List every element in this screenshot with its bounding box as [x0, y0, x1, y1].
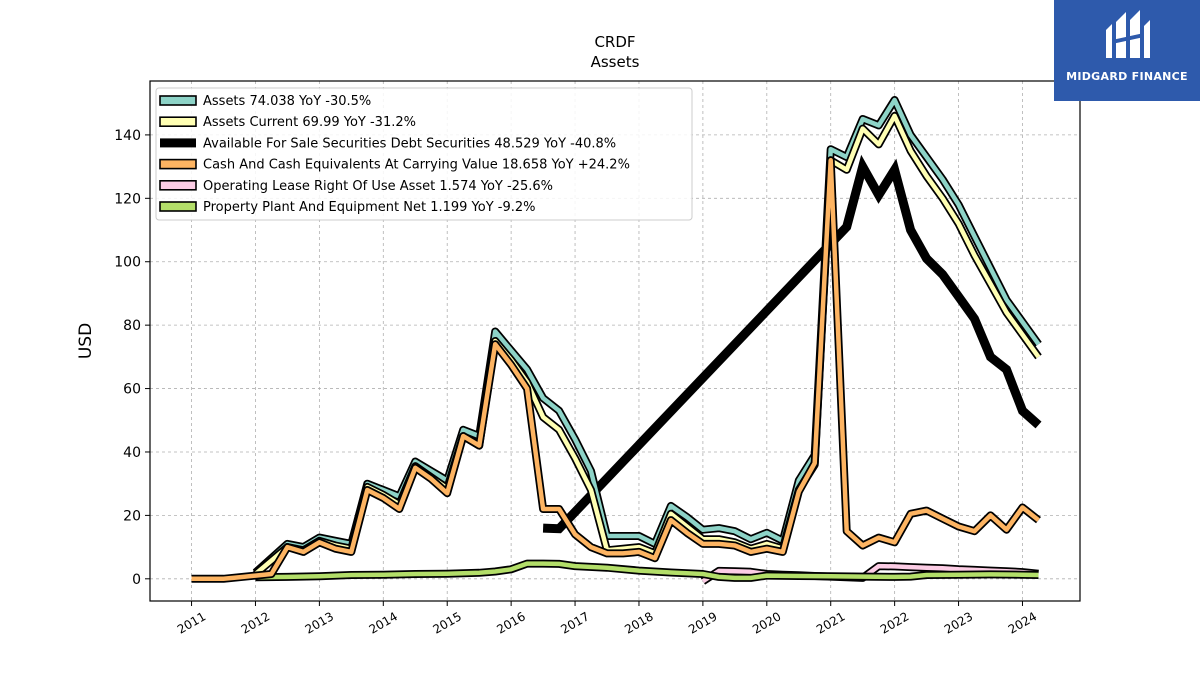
legend-swatch: [159, 158, 197, 170]
y-tick-label: 140: [114, 128, 141, 144]
legend-label: Assets 74.038 YoY -30.5%: [203, 94, 371, 109]
legend-label: Available For Sale Securities Debt Secur…: [203, 136, 616, 151]
x-tick-label: 2023: [942, 609, 975, 636]
legend-swatch: [159, 95, 197, 106]
brand-logo: MIDGARD FINANCE: [1054, 0, 1200, 101]
y-tick-label: 60: [123, 382, 141, 398]
midgard-logo-icon: [1106, 10, 1150, 58]
legend-swatch: [159, 180, 197, 191]
legend-label: Property Plant And Equipment Net 1.199 Y…: [203, 200, 536, 215]
x-tick-label: 2024: [1006, 609, 1039, 636]
series-layer: [191, 96, 1042, 585]
series-line: [542, 154, 1042, 534]
x-tick-label: 2015: [430, 609, 463, 636]
y-tick-label: 80: [123, 318, 141, 334]
legend-label: Operating Lease Right Of Use Asset 1.574…: [203, 179, 553, 194]
y-tick-label: 100: [114, 255, 141, 271]
series-line: [191, 158, 1040, 582]
legend-swatch: [159, 201, 197, 212]
chart-subtitle: Assets: [591, 53, 640, 71]
y-tick-label: 20: [123, 508, 141, 524]
x-tick-label: 2022: [878, 609, 911, 636]
logo-text: MIDGARD FINANCE: [1066, 70, 1188, 83]
y-tick-label: 0: [132, 572, 141, 588]
legend-swatch: [159, 116, 197, 127]
legend-swatch: [160, 138, 196, 148]
x-tick-label: 2013: [303, 609, 336, 636]
chart-title: CRDF: [594, 33, 635, 51]
x-tick-label: 2014: [367, 609, 400, 636]
x-tick-label: 2011: [175, 609, 208, 636]
y-tick-label: 40: [123, 445, 141, 461]
x-tick-label: 2012: [239, 609, 272, 636]
plot-frame: [149, 80, 1081, 602]
legend: Assets 74.038 YoY -30.5% Assets Current 6…: [155, 87, 693, 221]
y-tick-label: 120: [114, 191, 141, 207]
x-tick-label: 2021: [814, 609, 847, 636]
x-tick-label: 2018: [622, 609, 655, 636]
x-tick-label: 2019: [686, 609, 719, 636]
legend-box: [155, 87, 693, 221]
legend-label: Assets Current 69.99 YoY -31.2%: [203, 115, 416, 130]
x-tick-label: 2017: [558, 609, 591, 636]
legend-label: Cash And Cash Equivalents At Carrying Va…: [203, 158, 630, 173]
x-tick-label: 2016: [494, 609, 527, 636]
y-axis-label: USD: [76, 323, 96, 359]
series-line: [255, 561, 1039, 581]
x-tick-label: 2020: [750, 609, 783, 636]
